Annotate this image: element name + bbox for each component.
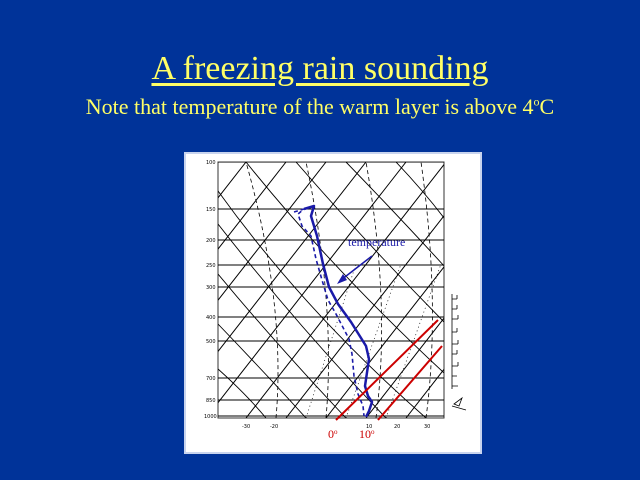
temperature-trace (303, 204, 374, 418)
wind-barbs (451, 294, 467, 411)
temp-label: 20 (394, 424, 400, 430)
pressure-label: 850 (206, 398, 216, 404)
zero-isotherm (335, 319, 439, 421)
ten-isotherm-label: 10o (359, 427, 375, 441)
pressure-label: 700 (206, 376, 216, 382)
moist-adiabats (245, 162, 433, 418)
mixing-ratio-lines (305, 263, 442, 418)
pressure-label: 500 (206, 339, 216, 345)
pressure-label: 300 (206, 285, 216, 291)
pressure-label: 250 (206, 263, 216, 269)
ten-isotherm (377, 345, 443, 421)
subtitle-unit: C (539, 94, 555, 119)
slide-title: A freezing rain sounding (151, 50, 489, 87)
pressure-axis: 100 150 200 250 300 400 500 700 850 1000 (204, 160, 217, 420)
slide-subtitle: Note that temperature of the warm layer … (0, 94, 640, 120)
temp-label: -30 (242, 424, 250, 430)
pressure-label: 150 (206, 207, 216, 213)
pressure-label: 400 (206, 315, 216, 321)
pressure-label: 100 (206, 160, 216, 166)
dewpoint-trace (293, 208, 365, 417)
isotherms (218, 162, 444, 418)
temperature-label: temperature (348, 235, 405, 249)
temp-label: 30 (424, 424, 430, 430)
arrow-head (337, 274, 347, 284)
annotation-arrow (340, 255, 373, 281)
pressure-label: 1000 (204, 414, 217, 420)
diagram-grid (218, 162, 444, 418)
temperature-axis: -30 -20 10 20 30 (242, 424, 430, 430)
skew-t-diagram: 100 150 200 250 300 400 500 700 850 1000… (184, 152, 482, 454)
temp-label: 10 (366, 424, 372, 430)
temp-label: -20 (270, 424, 278, 430)
zero-isotherm-label: 0o (328, 427, 338, 441)
pressure-label: 200 (206, 238, 216, 244)
subtitle-text: Note that temperature of the warm layer … (85, 94, 534, 119)
isobars (218, 162, 444, 417)
degree-superscript: o (533, 94, 540, 109)
skew-t-svg: 100 150 200 250 300 400 500 700 850 1000… (204, 160, 467, 441)
